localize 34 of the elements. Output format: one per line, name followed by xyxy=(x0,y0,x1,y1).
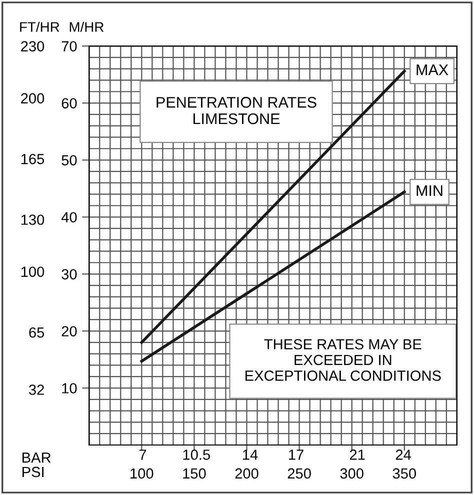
y-tick-label: 50 xyxy=(62,155,77,166)
x-tick-label: 150 xyxy=(183,468,206,479)
y-tick-label: 40 xyxy=(61,212,77,222)
x2-tick-label: 21 xyxy=(350,450,365,460)
series-label: MIN xyxy=(416,185,442,196)
y-axis-title: M/HR xyxy=(70,22,104,32)
y-tick-label: 60 xyxy=(62,98,77,108)
x-tick-label: 350 xyxy=(392,468,416,479)
y-tick-label: 30 xyxy=(62,269,77,280)
series-label: MAX xyxy=(416,64,448,76)
y2-tick-label: 130 xyxy=(21,214,44,225)
x2-tick-label: 10.5 xyxy=(183,450,210,460)
y2-tick-label: 200 xyxy=(21,93,44,104)
x2-tick-label: 24 xyxy=(396,450,411,460)
y-tick-label: 20 xyxy=(62,326,77,336)
x2-tick-label: 17 xyxy=(289,450,304,460)
x-tick-label: 100 xyxy=(130,468,154,479)
y2-tick-label: 100 xyxy=(21,266,44,277)
x-axis-title: PSI xyxy=(22,466,44,478)
x2-tick-label: 7 xyxy=(139,450,146,460)
x-tick-label: 300 xyxy=(340,468,364,479)
x-tick-label: 200 xyxy=(235,468,258,479)
y-tick-label: 10 xyxy=(62,383,77,394)
annotation: THESE RATES MAY BE EXCEEDED IN EXCEPTIONAL CONDITIONS xyxy=(246,339,441,381)
y2-tick-label: 32 xyxy=(29,384,44,395)
text: PENETRATION RATES LIMESTONE xyxy=(156,96,316,124)
x2-tick-label: 14 xyxy=(243,450,258,460)
y2-tick-label: 230 xyxy=(21,41,44,52)
y2-tick-label: 165 xyxy=(21,154,44,164)
y2-axis-title: FT/HR xyxy=(20,22,60,32)
y2-tick-label: 65 xyxy=(29,327,44,338)
x-tick-label: 250 xyxy=(288,468,311,479)
y-tick-label: 70 xyxy=(62,41,77,52)
x2-axis-title: BAR xyxy=(22,452,51,463)
